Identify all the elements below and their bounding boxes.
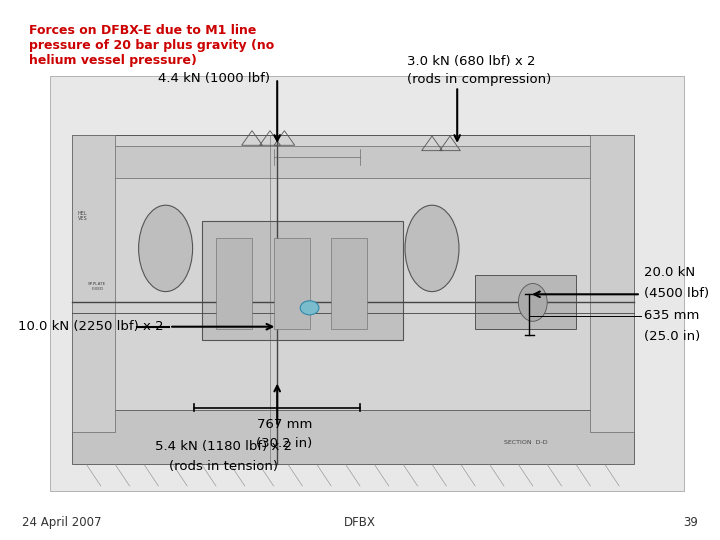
Text: Forces on DFBX-E due to M1 line
pressure of 20 bar plus gravity (no
helium vesse: Forces on DFBX-E due to M1 line pressure… bbox=[29, 24, 274, 68]
Text: (25.0 in): (25.0 in) bbox=[644, 330, 701, 343]
Ellipse shape bbox=[405, 205, 459, 292]
FancyBboxPatch shape bbox=[331, 238, 367, 329]
Text: (30.2 in): (30.2 in) bbox=[256, 437, 312, 450]
Text: 635 mm: 635 mm bbox=[644, 309, 700, 322]
Text: 10.0 kN (2250 lbf) x 2: 10.0 kN (2250 lbf) x 2 bbox=[18, 320, 163, 333]
Text: SP.PLATE
FIXED: SP.PLATE FIXED bbox=[88, 282, 107, 291]
Ellipse shape bbox=[518, 284, 547, 321]
Text: 3.0 kN (680 lbf) x 2: 3.0 kN (680 lbf) x 2 bbox=[407, 55, 535, 68]
Text: (rods in tension): (rods in tension) bbox=[168, 460, 278, 473]
Text: 5.4 kN (1180 lbf) x 2: 5.4 kN (1180 lbf) x 2 bbox=[155, 440, 292, 453]
Text: 767 mm: 767 mm bbox=[257, 418, 312, 431]
FancyBboxPatch shape bbox=[50, 76, 684, 491]
Circle shape bbox=[300, 301, 319, 315]
Text: SECTION  D-D: SECTION D-D bbox=[504, 440, 547, 445]
Text: 4.4 kN (1000 lbf): 4.4 kN (1000 lbf) bbox=[158, 72, 270, 85]
FancyBboxPatch shape bbox=[475, 275, 576, 329]
FancyBboxPatch shape bbox=[72, 135, 115, 432]
Text: 39: 39 bbox=[683, 516, 698, 529]
Text: 24 April 2007: 24 April 2007 bbox=[22, 516, 101, 529]
Text: (rods in compression): (rods in compression) bbox=[407, 73, 551, 86]
Text: (4500 lbf): (4500 lbf) bbox=[644, 287, 709, 300]
Text: HEL
VES: HEL VES bbox=[78, 211, 88, 221]
Text: 20.0 kN: 20.0 kN bbox=[644, 266, 696, 279]
FancyBboxPatch shape bbox=[216, 238, 252, 329]
FancyBboxPatch shape bbox=[72, 410, 634, 464]
FancyBboxPatch shape bbox=[590, 135, 634, 432]
FancyBboxPatch shape bbox=[274, 238, 310, 329]
Ellipse shape bbox=[138, 205, 193, 292]
FancyBboxPatch shape bbox=[72, 135, 634, 432]
FancyBboxPatch shape bbox=[202, 221, 403, 340]
Text: DFBX: DFBX bbox=[344, 516, 376, 529]
FancyBboxPatch shape bbox=[86, 146, 619, 178]
